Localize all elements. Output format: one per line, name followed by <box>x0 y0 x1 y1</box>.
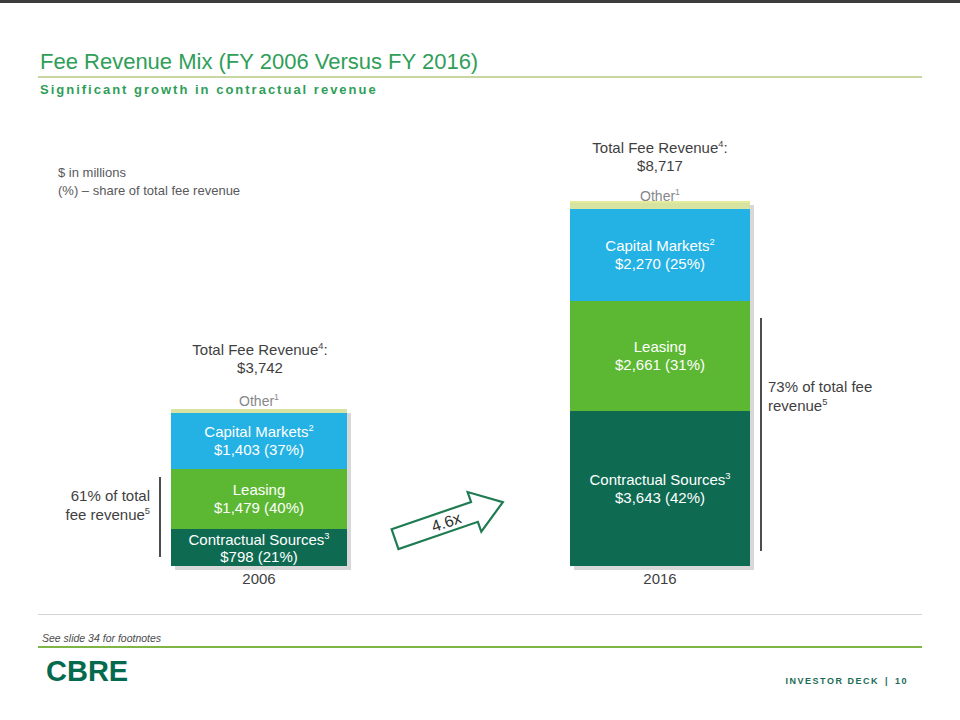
total-label-2016: Total Fee Revenue4: <box>560 139 760 157</box>
deck-label: INVESTOR DECK <box>786 676 879 686</box>
bracket-text-2016: 73% of total fee revenue5 <box>768 377 898 415</box>
units-note-line1: $ in millions <box>58 164 240 182</box>
segment-value: $798 (21%) <box>171 548 347 565</box>
segment-contractual-2016: Contractual Sources3 $3,643 (42%) <box>570 411 750 566</box>
category-2016: 2016 <box>570 570 750 587</box>
bracket-text-2006: 61% of total fee revenue5 <box>43 486 150 524</box>
total-label-2006: Total Fee Revenue4: <box>160 341 360 359</box>
footnote-divider <box>38 614 922 615</box>
footer-right: INVESTOR DECK|10 <box>700 676 908 686</box>
segment-leasing-2006: Leasing $1,479 (40%) <box>171 469 347 529</box>
total-fee-revenue-2006: Total Fee Revenue4: $3,742 <box>160 341 360 377</box>
page-number: 10 <box>895 676 908 686</box>
total-fee-revenue-2016: Total Fee Revenue4: $8,717 <box>560 139 760 175</box>
segment-label: Capital Markets2 <box>570 237 750 255</box>
segment-label: Leasing <box>570 338 750 356</box>
segment-label: Capital Markets2 <box>171 423 347 441</box>
footer-green-rule <box>38 646 922 648</box>
growth-arrow: 4.6x <box>378 471 518 571</box>
bracket-line-2006 <box>159 477 161 557</box>
bar-2016: Capital Markets2 $2,270 (25%) Leasing $2… <box>570 201 750 566</box>
footer-separator: | <box>879 676 895 686</box>
title-underline <box>38 76 922 78</box>
other-label-2006: Other1 <box>171 393 347 409</box>
segment-label: Contractual Sources3 <box>171 531 347 548</box>
total-value-2016: $8,717 <box>560 157 760 175</box>
bar-2006: Capital Markets2 $1,403 (37%) Leasing $1… <box>171 409 347 566</box>
total-value-2006: $3,742 <box>160 359 360 377</box>
page-subtitle: Significant growth in contractual revenu… <box>40 82 740 97</box>
bracket-line-2016 <box>760 318 762 551</box>
cbre-logo: CBRE <box>46 655 128 688</box>
slide: Fee Revenue Mix (FY 2006 Versus FY 2016)… <box>0 0 960 720</box>
units-note: $ in millions (%) – share of total fee r… <box>58 164 240 200</box>
segment-value: $2,270 (25%) <box>570 255 750 273</box>
top-edge <box>0 0 960 3</box>
segment-value: $3,643 (42%) <box>570 489 750 507</box>
segment-value: $2,661 (31%) <box>570 356 750 374</box>
segment-other-2016 <box>570 201 750 209</box>
units-note-line2: (%) – share of total fee revenue <box>58 182 240 200</box>
segment-value: $1,479 (40%) <box>171 499 347 517</box>
segment-contractual-2006: Contractual Sources3 $798 (21%) <box>171 529 347 566</box>
segment-value: $1,403 (37%) <box>171 441 347 459</box>
category-2006: 2006 <box>171 570 347 587</box>
segment-capital-markets-2016: Capital Markets2 $2,270 (25%) <box>570 209 750 301</box>
segment-leasing-2016: Leasing $2,661 (31%) <box>570 301 750 411</box>
page-title: Fee Revenue Mix (FY 2006 Versus FY 2016) <box>40 49 740 75</box>
segment-label: Contractual Sources3 <box>570 471 750 489</box>
segment-capital-markets-2006: Capital Markets2 $1,403 (37%) <box>171 413 347 469</box>
footnote-text: See slide 34 for footnotes <box>42 632 161 644</box>
segment-label: Leasing <box>171 481 347 499</box>
